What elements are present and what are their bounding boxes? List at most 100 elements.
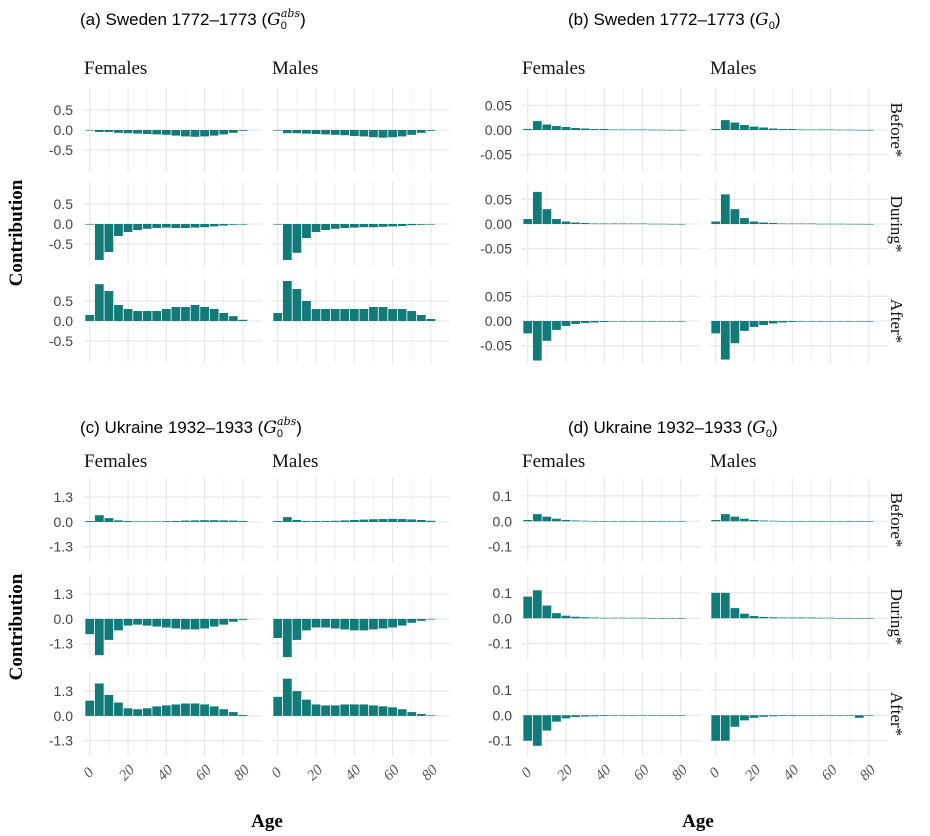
bar — [571, 222, 580, 224]
bar — [542, 321, 552, 341]
bar — [161, 309, 171, 321]
bar — [864, 618, 874, 619]
bar — [302, 301, 311, 321]
bar — [228, 618, 238, 622]
bar — [619, 617, 628, 619]
bar — [676, 521, 686, 522]
bar — [638, 521, 647, 522]
bar — [628, 715, 638, 716]
bar — [666, 618, 676, 619]
x-tick-label: 0 — [81, 765, 98, 782]
bar — [532, 121, 542, 130]
facet-during-males — [710, 182, 888, 266]
facet-before-females — [84, 478, 262, 562]
bar — [311, 618, 321, 628]
bar — [807, 521, 816, 522]
y-tick-label: 0.05 — [485, 288, 512, 304]
x-axis-label-left: Age — [251, 811, 283, 832]
bar — [826, 223, 835, 225]
bar — [114, 305, 123, 321]
y-tick-label: 0.05 — [485, 97, 512, 113]
bar — [282, 678, 292, 716]
bar — [340, 704, 350, 716]
bar — [397, 618, 407, 626]
bar — [209, 130, 219, 136]
y-tick-label: -0.05 — [480, 241, 512, 257]
bar — [209, 309, 219, 321]
bar — [282, 618, 292, 658]
bar — [209, 520, 219, 522]
y-tick-label: 0.5 — [54, 293, 74, 309]
bar — [657, 521, 667, 522]
bar — [561, 715, 571, 719]
bar — [628, 521, 638, 522]
bar — [835, 223, 845, 225]
x-tick-label: 80 — [669, 762, 691, 784]
bar — [238, 520, 248, 522]
bar — [190, 618, 200, 630]
bar — [330, 130, 340, 135]
bar — [666, 521, 676, 522]
y-tick-label: 0.0 — [493, 513, 513, 529]
bar — [161, 618, 171, 628]
facet-during-females — [522, 575, 700, 659]
bar — [359, 519, 369, 522]
bar — [854, 321, 864, 322]
bar — [94, 224, 104, 260]
bar — [768, 128, 778, 130]
bar — [590, 617, 600, 619]
bar — [200, 224, 209, 228]
bar — [628, 129, 638, 131]
y-tick-label: 0.0 — [54, 708, 74, 724]
bar — [676, 715, 686, 716]
bar — [571, 321, 580, 324]
y-tick-label: 1.3 — [54, 683, 74, 699]
x-tick-label: 80 — [857, 762, 879, 784]
bar — [778, 617, 788, 619]
bar — [426, 319, 436, 321]
bar — [181, 130, 190, 137]
bar — [190, 703, 200, 716]
bar — [171, 307, 181, 321]
bar — [228, 712, 238, 716]
y-tick-label: 0.5 — [54, 196, 74, 212]
bar — [609, 715, 619, 716]
bar — [778, 129, 788, 130]
facet-strip-after: After* — [887, 692, 906, 736]
bar — [209, 706, 219, 716]
bar — [133, 618, 142, 625]
bar — [426, 618, 436, 620]
bar — [302, 520, 311, 522]
bar — [378, 706, 388, 716]
bar — [759, 321, 768, 325]
bar — [599, 321, 609, 322]
bar — [552, 613, 561, 619]
bar — [749, 221, 759, 224]
bar — [532, 321, 542, 361]
facet-after-males — [710, 672, 888, 756]
bar — [85, 520, 95, 522]
bar — [523, 129, 533, 130]
bar — [378, 224, 388, 227]
bar — [123, 224, 133, 232]
bar — [787, 129, 797, 130]
bar — [523, 219, 533, 224]
bar — [787, 223, 797, 225]
bar — [711, 520, 721, 522]
bar — [349, 309, 359, 321]
facet-before-males — [710, 88, 888, 172]
bar — [864, 129, 874, 131]
bar — [835, 129, 845, 131]
y-axis-label-top: Contribution — [6, 179, 27, 286]
x-tick-label: 40 — [593, 762, 615, 784]
bar — [397, 309, 407, 321]
bar — [142, 311, 152, 321]
y-tick-label: 0.00 — [485, 313, 512, 329]
facet-header-females: Females — [522, 58, 585, 79]
bar — [666, 321, 676, 322]
bar — [330, 309, 340, 321]
y-tick-label: 0.0 — [54, 313, 74, 329]
panel-title-2: (c) Ukraine 1932–1933 (G0abs) — [80, 415, 302, 440]
bar — [647, 618, 657, 619]
bar — [711, 592, 721, 619]
